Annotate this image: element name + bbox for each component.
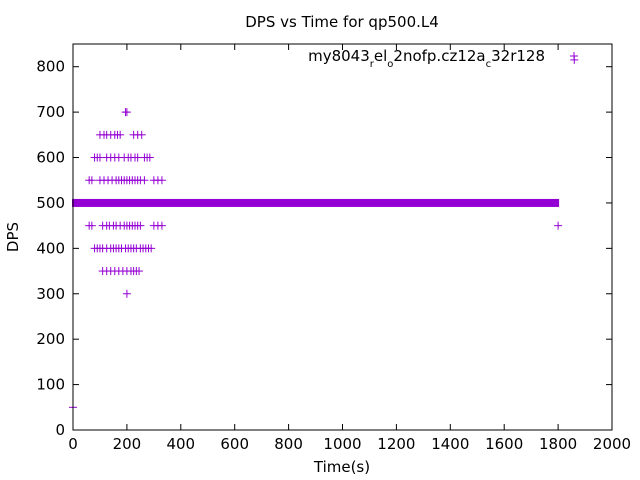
- data-point: [116, 130, 125, 139]
- y-tick-label: 0: [55, 421, 65, 439]
- y-tick-label: 300: [36, 285, 65, 303]
- legend-marker: [570, 52, 578, 60]
- data-point: [135, 267, 144, 276]
- x-tick-label: 200: [113, 435, 142, 453]
- data-point: [157, 221, 166, 230]
- x-tick-label: 2000: [593, 435, 631, 453]
- y-tick-label: 100: [36, 376, 65, 394]
- y-tick-label: 800: [36, 58, 65, 76]
- data-point: [137, 130, 146, 139]
- y-tick-label: 500: [36, 194, 65, 212]
- x-tick-label: 1800: [539, 435, 577, 453]
- data-point: [133, 153, 142, 162]
- data-point: [87, 221, 96, 230]
- data-point: [95, 153, 104, 162]
- chart-title: DPS vs Time for qp500.L4: [245, 13, 439, 31]
- legend-label: my8043relo2nofp.cz12ac32r128: [308, 47, 545, 70]
- data-point: [122, 108, 131, 117]
- legend: my8043relo2nofp.cz12ac32r128: [308, 47, 578, 70]
- data-point: [87, 176, 96, 185]
- x-tick-label: 400: [166, 435, 195, 453]
- x-tick-label: 800: [274, 435, 303, 453]
- x-tick-label: 600: [220, 435, 249, 453]
- y-tick-label: 200: [36, 330, 65, 348]
- y-tick-label: 400: [36, 239, 65, 257]
- legend-plus-marker: [570, 52, 578, 60]
- data-point: [136, 221, 145, 230]
- x-tick-label: 1200: [377, 435, 415, 453]
- data-point: [145, 153, 154, 162]
- data-point: [147, 244, 156, 253]
- plot-frame: [72, 43, 613, 431]
- x-axis-label: Time(s): [313, 458, 370, 476]
- axis-ticks: 0 200 400 600 800 1000 1200 1400 1600 1800 2000 0 10…: [36, 44, 631, 453]
- x-tick-label: 0: [68, 435, 78, 453]
- x-tick-label: 1600: [485, 435, 523, 453]
- data-point: [157, 176, 166, 185]
- x-tick-label: 1000: [323, 435, 361, 453]
- data-point: [140, 176, 149, 185]
- y-tick-label: 700: [36, 103, 65, 121]
- dps-500-band: [72, 198, 560, 207]
- plot-area: [69, 55, 579, 412]
- x-tick-label: 1400: [431, 435, 469, 453]
- y-axis-label: DPS: [4, 222, 22, 252]
- y-tick-label: 600: [36, 149, 65, 167]
- data-point: [122, 289, 131, 298]
- data-point: [554, 221, 563, 230]
